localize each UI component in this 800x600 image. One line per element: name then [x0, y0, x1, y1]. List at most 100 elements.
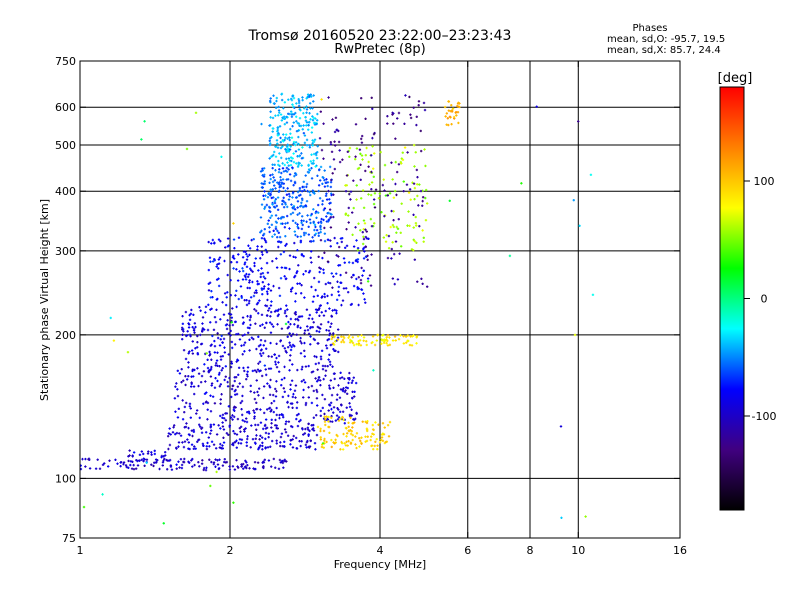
data-point — [275, 380, 278, 383]
data-point — [190, 429, 194, 432]
data-point — [312, 140, 316, 143]
data-point — [344, 389, 347, 392]
data-point — [291, 402, 294, 405]
data-point — [392, 196, 396, 199]
data-point — [370, 170, 373, 174]
data-point — [267, 432, 271, 435]
data-point — [386, 423, 390, 427]
data-point — [271, 260, 274, 263]
data-point — [320, 296, 323, 299]
data-point — [250, 238, 253, 242]
data-point — [272, 325, 275, 328]
data-point — [312, 239, 315, 243]
data-point — [181, 418, 185, 421]
data-point — [356, 248, 360, 252]
data-point — [209, 308, 212, 311]
data-point — [340, 440, 343, 444]
data-point — [207, 370, 210, 373]
data-point — [372, 175, 376, 179]
data-point — [364, 301, 367, 304]
data-point — [296, 213, 299, 216]
data-point — [371, 107, 374, 111]
data-point — [201, 322, 204, 325]
data-point — [335, 398, 339, 401]
data-point — [395, 231, 398, 234]
data-point — [380, 342, 383, 345]
data-point — [217, 262, 221, 265]
data-point — [343, 442, 346, 445]
data-point — [352, 206, 355, 210]
data-point — [293, 106, 296, 110]
data-point — [290, 334, 293, 338]
data-point — [301, 96, 304, 99]
data-point — [267, 283, 270, 286]
data-point — [225, 432, 229, 435]
data-point — [226, 385, 230, 388]
data-point — [280, 384, 283, 387]
data-point — [341, 237, 344, 240]
data-point — [277, 467, 281, 471]
data-point — [327, 320, 330, 324]
data-point — [226, 245, 230, 248]
data-point — [347, 214, 350, 217]
data-point — [245, 258, 249, 261]
data-point — [320, 217, 323, 221]
data-point — [210, 384, 213, 387]
data-point — [306, 439, 309, 443]
data-point — [352, 245, 356, 248]
data-point — [302, 233, 306, 237]
data-point — [295, 162, 298, 165]
trace-es-low — [127, 449, 167, 464]
data-point — [189, 385, 193, 388]
data-point — [330, 335, 334, 338]
data-point — [291, 446, 295, 449]
data-point — [273, 353, 277, 356]
data-point — [365, 439, 369, 443]
data-point — [237, 297, 240, 301]
data-point — [256, 248, 259, 251]
data-point — [274, 106, 278, 110]
data-point — [310, 285, 313, 289]
data-point — [362, 336, 366, 339]
data-point — [573, 333, 577, 337]
data-point — [313, 138, 317, 141]
data-point — [425, 285, 429, 288]
data-point — [408, 95, 411, 99]
data-point — [291, 438, 294, 441]
data-point — [328, 384, 331, 387]
data-point — [357, 339, 360, 343]
data-point — [259, 231, 262, 234]
data-point — [418, 224, 421, 228]
data-point — [403, 146, 407, 149]
y-tick-label: 400 — [55, 185, 76, 198]
data-point — [328, 431, 331, 434]
data-point — [449, 109, 452, 113]
data-point — [302, 180, 306, 183]
data-point — [319, 228, 322, 231]
data-point — [291, 157, 294, 160]
data-point — [369, 193, 373, 197]
data-point — [270, 300, 273, 303]
data-point — [284, 136, 287, 139]
data-point — [312, 121, 316, 125]
data-point — [304, 204, 307, 207]
data-point — [266, 222, 270, 226]
data-point — [282, 170, 286, 173]
data-point — [299, 240, 303, 244]
data-point — [416, 280, 419, 283]
data-point — [285, 157, 288, 161]
data-point — [175, 467, 178, 470]
data-point — [270, 439, 274, 443]
data-point — [224, 365, 228, 368]
data-point — [330, 337, 333, 341]
data-point — [246, 464, 249, 467]
data-point — [302, 124, 305, 127]
data-point — [312, 295, 316, 298]
data-point — [345, 427, 348, 430]
data-point — [274, 155, 278, 158]
data-point — [589, 173, 593, 176]
data-point — [216, 336, 220, 340]
data-point — [205, 466, 208, 469]
data-point — [297, 135, 300, 139]
data-point — [338, 410, 342, 413]
